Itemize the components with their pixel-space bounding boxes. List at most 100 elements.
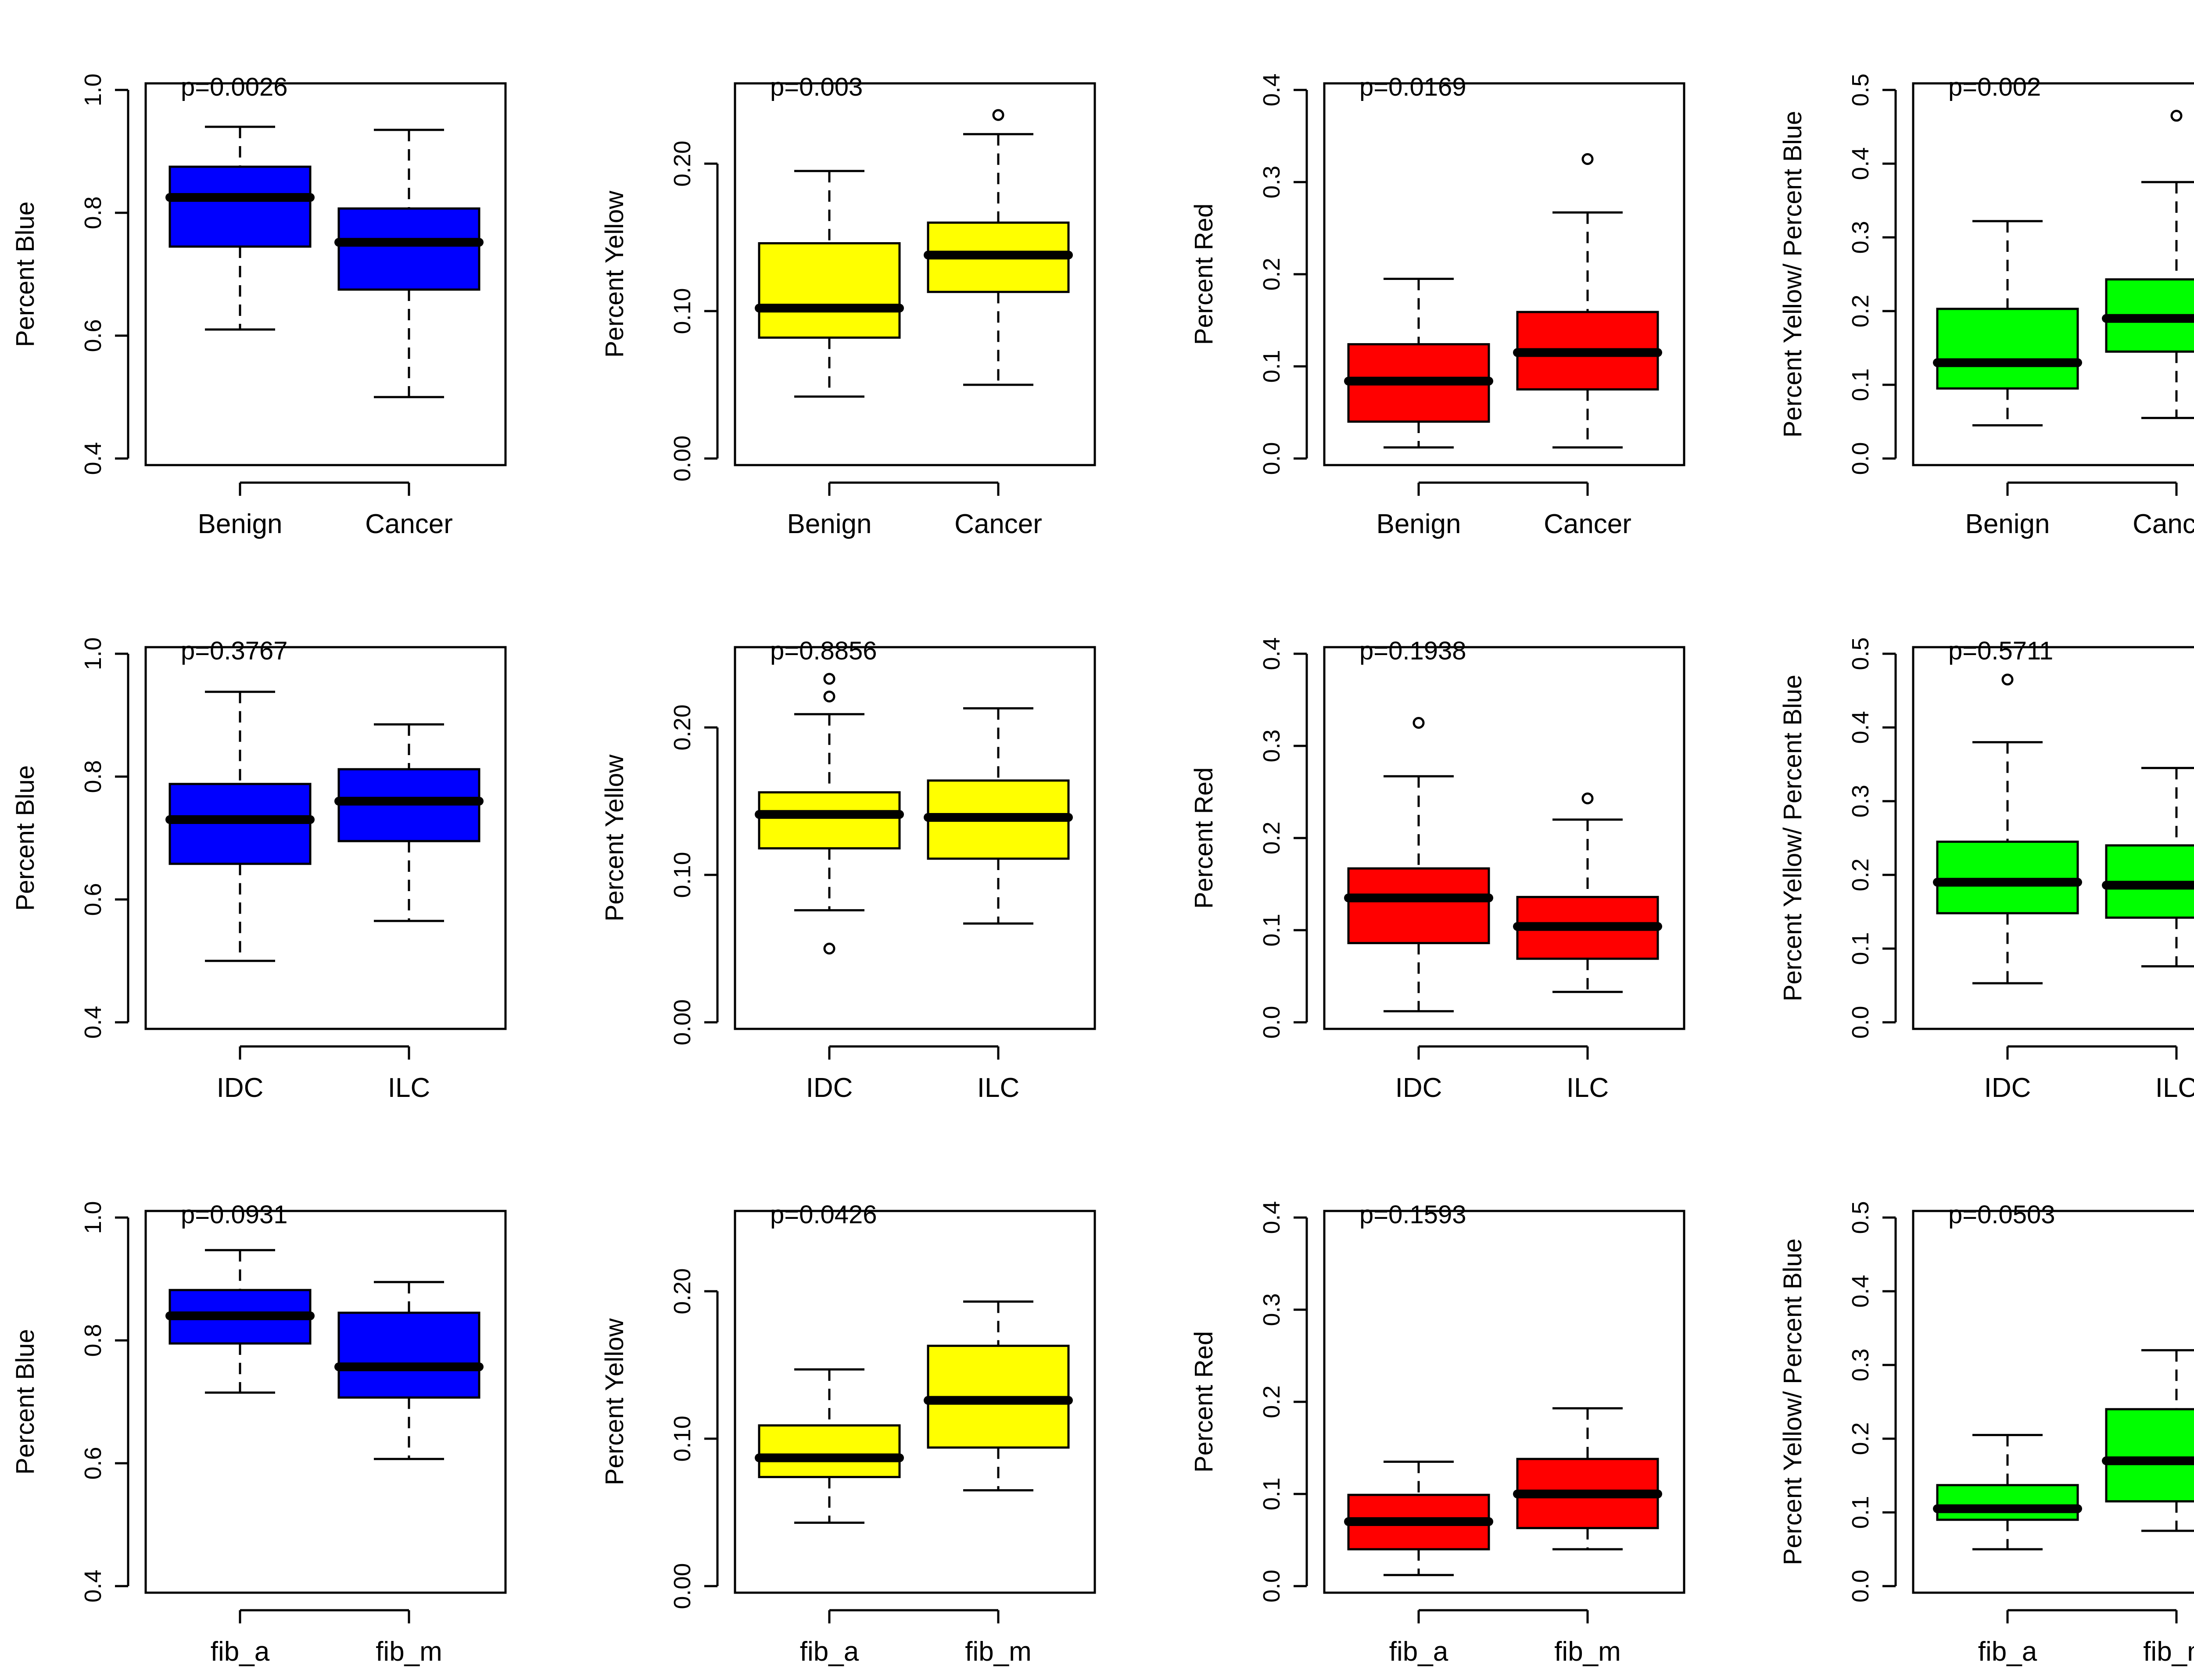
plot-frame [1323,1210,1685,1594]
y-tick-label: 0.0 [1847,1006,1874,1039]
y-tick-label: 0.4 [80,1569,106,1602]
y-tick-label: 0.00 [669,435,695,481]
category-label: fib_m [1554,1637,1621,1667]
y-tick-label: 0.4 [1258,73,1285,106]
y-tick-label: 0.20 [669,704,695,750]
plot-frame [1912,646,2194,1030]
y-tick-label: 0.2 [1258,821,1285,854]
y-tick-label: 0.2 [1258,258,1285,290]
outlier-point [1581,153,1594,165]
p-value-label: p=0.3767 [181,637,288,665]
y-tick-label: 0.2 [1847,294,1874,327]
y-tick-label: 0.0 [1258,1569,1285,1602]
y-tick-label: 0.10 [669,288,695,334]
y-tick-label: 0.1 [1258,913,1285,946]
category-label: IDC [217,1073,264,1103]
plot-frame [734,1210,1096,1594]
y-tick-label: 0.3 [1258,1293,1285,1326]
plot-frame [144,646,507,1030]
boxplot-panel: 0.00 0.10 0.20 Percent Yellow p=0.003 Benign C… [600,73,1096,539]
y-tick-label: 0.6 [80,1447,106,1479]
y-tick-label: 0.0 [1847,442,1874,475]
y-tick-label: 0.00 [669,1563,695,1609]
y-tick-label: 0.1 [1847,1496,1874,1529]
y-tick-label: 1.0 [80,637,106,670]
y-axis-title: Percent Blue [11,201,39,347]
y-tick-label: 0.0 [1258,1006,1285,1039]
boxplot-panel: 0.0 0.1 0.2 0.3 0.4 0.5 Percent Yellow/ Percen… [1778,73,2194,539]
y-tick-label: 0.6 [80,319,106,352]
p-value-label: p=0.8856 [770,637,877,665]
y-tick-label: 0.4 [1847,1275,1874,1307]
y-axis-title: Percent Yellow/ Percent Blue [1778,1239,1807,1565]
category-label: ILC [977,1073,1019,1103]
boxplot-panel: 0.4 0.6 0.8 1.0 Percent Blue p=0.3767 IDC ILC [11,637,507,1103]
category-label: ILC [388,1073,430,1103]
p-value-label: p=0.003 [770,73,863,101]
y-tick-label: 0.1 [1847,932,1874,965]
p-value-label: p=0.1938 [1359,637,1466,665]
y-axis-title: Percent Yellow/ Percent Blue [1778,111,1807,438]
outlier-point [1581,792,1594,805]
category-label: Cancer [954,509,1042,539]
y-tick-label: 0.1 [1258,350,1285,383]
box-iqr [758,791,901,850]
category-label: Benign [1376,509,1461,539]
y-tick-label: 0.3 [1847,1348,1874,1381]
boxplot-panel: 0.0 0.1 0.2 0.3 0.4 Percent Red p=0.1593 fib_a f… [1190,1200,1685,1667]
y-tick-label: 0.0 [1258,442,1285,475]
y-tick-label: 0.10 [669,1415,695,1461]
boxplot-panel: 0.00 0.10 0.20 Percent Yellow p=0.0426 fib_a f… [600,1200,1096,1667]
y-axis-title: Percent Blue [11,1329,39,1475]
category-label: Cancer [2133,509,2194,539]
box-iqr [758,242,901,339]
y-tick-label: 0.2 [1847,858,1874,891]
y-tick-label: 0.4 [1258,1201,1285,1234]
y-tick-label: 0.5 [1847,1201,1874,1234]
y-axis-title: Percent Red [1190,1331,1218,1472]
category-label: Benign [1965,509,2050,539]
y-tick-label: 0.2 [1258,1385,1285,1418]
category-label: fib_m [965,1637,1032,1667]
category-label: Cancer [1544,509,1631,539]
category-label: fib_a [211,1637,270,1667]
y-axis-title: Percent Yellow [600,754,629,922]
box-iqr [1936,840,2079,914]
y-tick-label: 0.20 [669,1268,695,1314]
plot-frame [734,646,1096,1030]
boxplot-panel: 0.4 0.6 0.8 1.0 Percent Blue p=0.0026 Benign Ca… [11,73,507,539]
y-tick-label: 1.0 [80,73,106,106]
p-value-label: p=0.0169 [1359,73,1466,101]
boxplot-panel: 0.0 0.1 0.2 0.3 0.4 Percent Red p=0.1938 IDC ILC [1190,637,1685,1103]
p-value-label: p=0.002 [1948,73,2041,101]
outlier-point [2170,110,2183,122]
p-value-label: p=0.0931 [181,1200,288,1229]
boxplot-panel: 0.4 0.6 0.8 1.0 Percent Blue p=0.0931 fib_a fib… [11,1200,507,1667]
box-iqr [337,1311,480,1399]
box-iqr [1347,867,1490,944]
y-axis-title: Percent Yellow [600,190,629,358]
category-label: fib_m [376,1637,442,1667]
y-tick-label: 0.4 [80,1006,106,1039]
boxplot-panel: 0.0 0.1 0.2 0.3 0.4 Percent Red p=0.0169 Benign… [1190,73,1685,539]
y-tick-label: 0.3 [1258,165,1285,198]
outlier-point [992,109,1004,121]
category-label: ILC [1567,1073,1609,1103]
boxplot-panel: 0.00 0.10 0.20 Percent Yellow p=0.8856 IDC ILC [600,637,1096,1103]
box-iqr [168,165,312,248]
y-axis-title: Percent Yellow/ Percent Blue [1778,675,1807,1002]
y-tick-label: 1.0 [80,1201,106,1234]
y-tick-label: 0.3 [1258,729,1285,762]
y-tick-label: 0.00 [669,999,695,1045]
p-value-label: p=0.5711 [1948,637,2053,665]
y-tick-label: 0.10 [669,852,695,898]
y-tick-label: 0.0 [1847,1569,1874,1602]
boxplot-panel: 0.0 0.1 0.2 0.3 0.4 0.5 Percent Yellow/ Percen… [1778,637,2194,1103]
category-label: fib_a [800,1637,859,1667]
y-tick-label: 0.6 [80,883,106,916]
category-label: IDC [806,1073,853,1103]
y-tick-label: 0.20 [669,140,695,186]
plot-frame [1912,1210,2194,1594]
box-iqr [2105,1408,2194,1503]
